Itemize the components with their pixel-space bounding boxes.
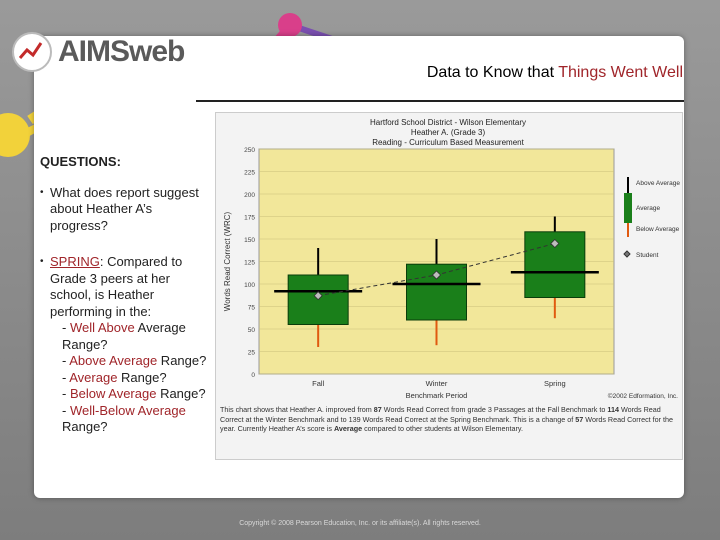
slide-title: Data to Know that Things Went Well (200, 64, 683, 82)
chart-title-line: Hartford School District - Wilson Elemen… (370, 118, 526, 127)
answer-option-name: Well Above (69, 320, 135, 335)
y-tick-label: 100 (244, 282, 255, 289)
logo-wordmark: AIMSweb (58, 35, 185, 68)
caption-part: Words Read Correct at the Winter Benchma… (220, 405, 661, 424)
legend-above-label: Above Average (636, 180, 680, 187)
caption-part: compared to other students at Wilson Ele… (362, 424, 523, 433)
student-point (313, 291, 323, 301)
y-tick-label: 0 (251, 372, 255, 379)
y-tick-label: 225 (244, 170, 255, 177)
question-2-text: : Compared to Grade 3 peers at her schoo… (50, 254, 183, 319)
title-divider (196, 100, 684, 102)
y-tick-label: 175 (244, 215, 255, 222)
student-point (550, 238, 560, 249)
answer-option: - Well Above Average Range? (62, 320, 186, 352)
answer-option-name: Well-Below Average (69, 402, 186, 418)
spring-label: SPRING (50, 254, 100, 269)
answer-option: - Well-Below Average Range? (62, 402, 186, 435)
legend-average-label: Average (636, 205, 660, 212)
x-tick-label: Winter (426, 379, 448, 388)
answer-option-name: Above Average (69, 353, 158, 368)
y-axis-label: Words Read Correct (WRC) (223, 211, 232, 311)
chart-title-line: Heather A. (Grade 3) (411, 128, 486, 137)
caption-part: 114 (607, 405, 619, 414)
question-1: What does report suggest about Heather A… (40, 185, 212, 235)
answer-option-name: Below Average (69, 386, 157, 401)
y-tick-label: 50 (248, 327, 256, 334)
questions-heading: QUESTIONS: (40, 154, 121, 169)
chart-caption: This chart shows that Heather A. improve… (220, 405, 674, 434)
x-tick-label: Fall (312, 379, 324, 388)
y-tick-label: 125 (244, 260, 255, 267)
legend-student-marker (623, 250, 631, 258)
chart-panel: Hartford School District - Wilson Elemen… (215, 112, 683, 460)
student-point (431, 270, 442, 280)
caption-part: Words Read Correct from grade 3 Passages… (381, 405, 608, 414)
answer-option-name: Average (69, 369, 118, 385)
chart-title-line: Reading - Curriculum Based Measurement (372, 138, 524, 147)
legend-below-label: Below Average (636, 226, 680, 233)
y-tick-label: 25 (248, 350, 256, 357)
caption-part: This chart shows that Heather A. improve… (220, 405, 374, 414)
answer-option: - Below Average Range? (62, 386, 206, 401)
answer-options: - Well Above Average Range? - Above Avera… (50, 320, 212, 436)
title-prefix: Data to Know that (426, 64, 559, 81)
title-highlight: Things Went Well (558, 64, 683, 81)
logo-chart-icon (12, 32, 52, 72)
x-tick-label: Spring (544, 379, 566, 388)
legend-student-label: Student (636, 252, 659, 259)
copyright-text: Copyright © 2008 Pearson Education, Inc.… (239, 520, 481, 527)
benchmark-box-chart: Hartford School District - Wilson Elemen… (220, 118, 680, 434)
aimsweb-logo: AIMSweb (10, 30, 185, 74)
answer-option: - Above Average Range? (62, 353, 207, 368)
chart-footer-mark: ©2002 Edformation, Inc. (608, 392, 678, 400)
y-tick-label: 200 (244, 192, 255, 199)
question-2: SPRING: Compared to Grade 3 peers at her… (40, 254, 212, 436)
y-tick-label: 75 (248, 305, 256, 312)
caption-part: 87 (373, 405, 382, 414)
legend-average-swatch (624, 193, 632, 223)
answer-option: - Average Range? (62, 369, 167, 385)
y-tick-label: 150 (244, 237, 255, 244)
questions-panel: QUESTIONS: What does report suggest abou… (40, 154, 212, 456)
caption-part: Average (333, 424, 363, 433)
y-tick-label: 250 (244, 147, 255, 154)
caption-part: 57 (575, 414, 584, 424)
x-axis-label: Benchmark Period (406, 391, 468, 400)
caption-part: Words Read Correct for the year. Current… (220, 414, 674, 434)
